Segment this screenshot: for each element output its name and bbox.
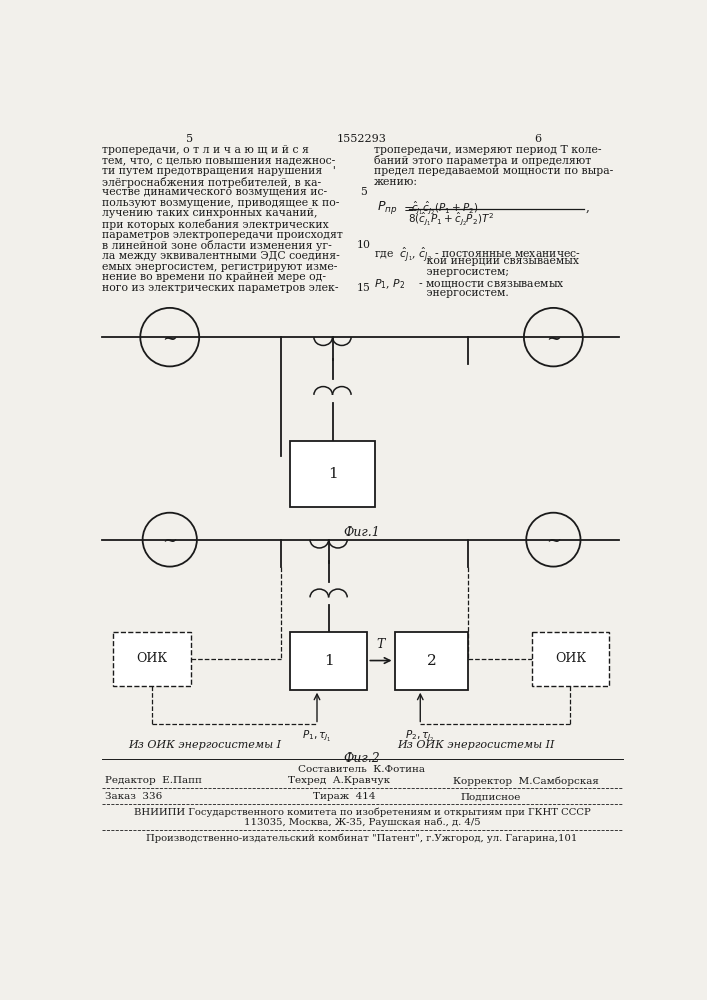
Text: тропередачи, измеряют период T коле-: тропередачи, измеряют период T коле-: [373, 145, 601, 155]
Text: емых энергосистем, регистрируют изме-: емых энергосистем, регистрируют изме-: [103, 262, 338, 272]
Text: параметров электропередачи происходят: параметров электропередачи происходят: [103, 230, 343, 240]
Text: Фиг.2: Фиг.2: [344, 752, 380, 765]
Text: 113035, Москва, Ж-35, Раушская наб., д. 4/5: 113035, Москва, Ж-35, Раушская наб., д. …: [244, 818, 480, 827]
Text: энергосистем.: энергосистем.: [373, 288, 508, 298]
Text: предел передаваемой мощности по выра-: предел передаваемой мощности по выра-: [373, 166, 613, 176]
Text: Тираж  414: Тираж 414: [313, 792, 375, 801]
Text: 1552293: 1552293: [337, 134, 387, 144]
Text: ~: ~: [546, 330, 561, 348]
Text: $P_{пр}$: $P_{пр}$: [377, 199, 397, 216]
Text: кой инерции связываемых: кой инерции связываемых: [373, 256, 578, 266]
Bar: [290, 441, 375, 507]
Bar: [395, 632, 468, 690]
Bar: [532, 632, 609, 686]
Text: Производственно-издательский комбинат "Патент", г.Ужгород, ул. Гагарина,101: Производственно-издательский комбинат "П…: [146, 834, 578, 843]
Text: ~: ~: [162, 532, 177, 550]
Text: Из ОИК энергосистемы I: Из ОИК энергосистемы I: [128, 740, 281, 750]
Text: $P_1$, $P_2$    - мощности связываемых: $P_1$, $P_2$ - мощности связываемых: [373, 277, 564, 291]
Text: ~: ~: [162, 330, 177, 348]
Text: ного из электрических параметров элек-: ного из электрических параметров элек-: [103, 283, 339, 293]
Text: Из ОИК энергосистемы II: Из ОИК энергосистемы II: [397, 740, 554, 750]
Text: в линейной зоне области изменения уг-: в линейной зоне области изменения уг-: [103, 240, 332, 251]
Text: лучению таких синхронных качаний,: лучению таких синхронных качаний,: [103, 208, 318, 218]
Text: пользуют возмущение, приводящее к по-: пользуют возмущение, приводящее к по-: [103, 198, 339, 208]
Text: ла между эквивалентными ЭДС соединя-: ла между эквивалентными ЭДС соединя-: [103, 251, 340, 261]
Text: 15: 15: [356, 283, 370, 293]
Text: $8(\hat{c}_{J_1}P_1+\hat{c}_{J_2}P_2)T^2$: $8(\hat{c}_{J_1}P_1+\hat{c}_{J_2}P_2)T^2…: [409, 211, 495, 228]
Text: Фиг.1: Фиг.1: [344, 526, 380, 539]
Text: баний этого параметра и определяют: баний этого параметра и определяют: [373, 155, 591, 166]
Text: ,: ,: [585, 201, 589, 214]
Text: Составитель  К.Фотина: Составитель К.Фотина: [298, 765, 426, 774]
Text: Подписное: Подписное: [460, 792, 521, 801]
Text: элёгроснабжения потребителей, в ка-: элёгроснабжения потребителей, в ка-: [103, 177, 322, 188]
Text: нение во времени по крайней мере од-: нение во времени по крайней мере од-: [103, 272, 327, 282]
Text: Заказ  336: Заказ 336: [105, 792, 163, 801]
Text: $=$: $=$: [401, 201, 414, 214]
Text: T: T: [376, 638, 385, 651]
Text: жению:: жению:: [373, 177, 418, 187]
Text: энергосистем;: энергосистем;: [373, 267, 508, 277]
Text: $P_1,\tau_{J_1}$: $P_1,\tau_{J_1}$: [302, 728, 332, 743]
Text: ОИК: ОИК: [136, 652, 168, 666]
Bar: [113, 632, 191, 686]
Text: ~: ~: [546, 532, 561, 550]
Text: 2: 2: [426, 654, 436, 668]
Text: Техред  А.Кравчук: Техред А.Кравчук: [288, 776, 390, 785]
Text: 1: 1: [327, 467, 337, 481]
Text: где  $\hat{c}_{J_1}$, $\hat{c}_{J_2}$ - постоянные механичес-: где $\hat{c}_{J_1}$, $\hat{c}_{J_2}$ - п…: [373, 246, 580, 264]
Text: 6: 6: [534, 134, 542, 144]
Text: 5: 5: [360, 187, 367, 197]
Text: Корректор  М.Самборская: Корректор М.Самборская: [452, 776, 599, 786]
Text: ОИК: ОИК: [555, 652, 586, 666]
Bar: [290, 632, 368, 690]
Text: честве динамического возмущения ис-: честве динамического возмущения ис-: [103, 187, 327, 197]
Text: ти путем предотвращения нарушения   ': ти путем предотвращения нарушения ': [103, 166, 337, 176]
Text: 1: 1: [324, 654, 334, 668]
Text: $P_2,\tau_{J_2}$: $P_2,\tau_{J_2}$: [405, 728, 435, 743]
Text: ВНИИПИ Государственного комитета по изобретениям и открытиям при ГКНТ СССР: ВНИИПИ Государственного комитета по изоб…: [134, 808, 590, 817]
Text: при которых колебания электрических: при которых колебания электрических: [103, 219, 329, 230]
Text: 10: 10: [356, 240, 370, 250]
Text: Редактор  Е.Папп: Редактор Е.Папп: [105, 776, 202, 785]
Text: 5: 5: [185, 134, 193, 144]
Text: тропередачи, о т л и ч а ю щ и й с я: тропередачи, о т л и ч а ю щ и й с я: [103, 145, 309, 155]
Text: $\hat{c}_{J_1}\hat{c}_{J_2}(P_1+P_2)$: $\hat{c}_{J_1}\hat{c}_{J_2}(P_1+P_2)$: [411, 200, 479, 217]
Text: тем, что, с целью повышения надежнос-: тем, что, с целью повышения надежнос-: [103, 155, 336, 165]
